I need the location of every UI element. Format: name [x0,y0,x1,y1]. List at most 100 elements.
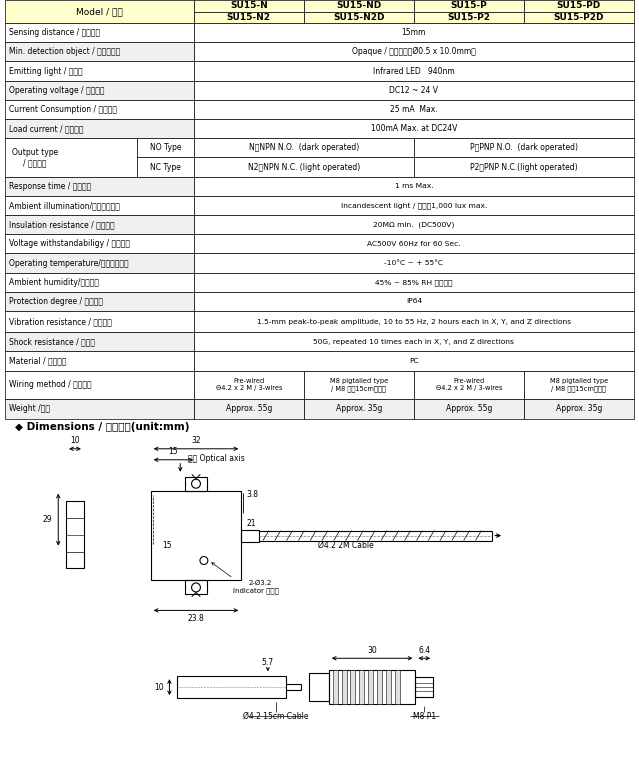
Text: 25 mA  Max.: 25 mA Max. [390,105,438,114]
Bar [524,399,634,419]
Bar [194,292,634,311]
Text: 2-Ø3.2: 2-Ø3.2 [248,580,272,585]
Text: Operating temperature/工作溫度範圍: Operating temperature/工作溫度範圍 [9,259,128,267]
Text: Operating voltage / 工作電壓: Operating voltage / 工作電壓 [9,86,104,94]
Bar [395,670,400,704]
Bar [5,273,194,292]
Bar [5,399,194,419]
Text: 23.8: 23.8 [188,614,204,623]
Bar [5,311,194,332]
Bar [304,12,414,23]
Text: 光軸 Optical axis: 光軸 Optical axis [188,454,245,463]
Text: 3.8: 3.8 [246,490,258,499]
Text: 10: 10 [70,436,80,445]
Text: P2：PNP N.C.(light operated): P2：PNP N.C.(light operated) [470,163,578,171]
Bar [351,670,355,704]
Bar [194,370,304,399]
Bar [66,501,84,568]
Text: DC12 ~ 24 V: DC12 ~ 24 V [389,86,438,94]
Text: PC: PC [409,358,419,364]
Text: Insulation resistance / 雔離阻抗: Insulation resistance / 雔離阻抗 [9,220,114,229]
Bar [333,670,337,704]
Text: NC Type: NC Type [150,163,181,171]
Bar [151,491,242,581]
Bar [304,399,414,419]
Bar [194,311,634,332]
Text: Protection degree / 防水等級: Protection degree / 防水等級 [9,297,103,306]
Bar [342,670,346,704]
Text: SU15-ND: SU15-ND [336,2,381,10]
Text: Incandescent light / 白光：1,000 lux max.: Incandescent light / 白光：1,000 lux max. [341,202,487,209]
Text: SU15-N2: SU15-N2 [227,13,271,22]
Bar [137,157,194,177]
Text: N：NPN N.O.  (dark operated): N：NPN N.O. (dark operated) [249,144,359,152]
Text: 32: 32 [191,436,201,445]
Bar [5,215,194,234]
Text: M8 pigtailed type
/ M8 接頭15cm電線式: M8 pigtailed type / M8 接頭15cm電線式 [330,378,388,392]
Text: SU15-N: SU15-N [230,2,268,10]
Bar [415,677,433,697]
Text: Pre-wired
Θ4.2 x 2 M / 3-wires: Pre-wired Θ4.2 x 2 M / 3-wires [215,379,282,392]
Text: Wiring method / 出線方式: Wiring method / 出線方式 [9,380,91,389]
Text: 30: 30 [367,646,377,655]
Bar [194,138,414,157]
Text: Vibration resistance / 考震頻率: Vibration resistance / 考震頻率 [9,317,112,326]
Text: ◆ Dimensions / 尺寸圖：(unit:mm): ◆ Dimensions / 尺寸圖：(unit:mm) [15,422,189,432]
Text: Voltage withstandabiligy / 絕縣耆壓: Voltage withstandabiligy / 絕縣耆壓 [9,240,130,248]
Text: Ø4.2 15cm Cable: Ø4.2 15cm Cable [243,712,309,720]
Text: SU15-N2D: SU15-N2D [333,13,385,22]
Bar [194,42,634,61]
Bar [185,477,207,491]
Text: SU15-P2: SU15-P2 [447,13,490,22]
Bar [304,0,414,12]
Bar [194,234,634,253]
Text: SU15-P2D: SU15-P2D [553,13,604,22]
Text: Opaque / 非透明體（Ø0.5 x 10.0mm）: Opaque / 非透明體（Ø0.5 x 10.0mm） [352,48,476,56]
Text: 6.4: 6.4 [419,646,430,655]
Bar [194,273,634,292]
Text: 1 ms Max.: 1 ms Max. [394,184,433,189]
Text: 50G, repeated 10 times each in X, Y, and Z directions: 50G, repeated 10 times each in X, Y, and… [313,339,514,345]
Bar [368,670,373,704]
Text: Load current / 負載電流: Load current / 負載電流 [9,124,83,133]
Text: Ambient illumination/使用環境光源: Ambient illumination/使用環境光源 [9,201,119,210]
Bar [5,100,194,119]
Text: Approx. 35g: Approx. 35g [335,405,382,413]
Bar [185,581,207,594]
Bar [194,0,304,12]
Bar [137,138,194,157]
Bar [5,81,194,100]
Text: 15mm: 15mm [402,28,426,37]
Bar [414,370,524,399]
Bar [194,351,634,370]
Text: -10°C ~ + 55°C: -10°C ~ + 55°C [384,260,443,266]
Text: P：PNP N.O.  (dark operated): P：PNP N.O. (dark operated) [470,144,578,152]
Bar [194,61,634,81]
Text: Response time / 反應時間: Response time / 反應時間 [9,182,91,190]
Bar [194,177,634,196]
Bar [194,253,634,273]
Bar [5,370,194,399]
Bar [194,12,304,23]
Text: 29: 29 [43,515,52,524]
Bar [5,253,194,273]
Text: Weight /重量: Weight /重量 [9,405,50,413]
Text: Approx. 55g: Approx. 55g [226,405,272,413]
Text: Pre-wired
Θ4.2 x 2 M / 3-wires: Pre-wired Θ4.2 x 2 M / 3-wires [436,379,502,392]
Text: 45% ~ 85% RH 相對濕度: 45% ~ 85% RH 相對濕度 [375,279,452,286]
Text: NO Type: NO Type [150,144,181,152]
Bar [524,370,634,399]
Text: Current Consumption / 消耗電流: Current Consumption / 消耗電流 [9,105,117,114]
Text: Indicator 指示燈: Indicator 指示燈 [233,588,279,594]
Text: Infrared LED   940nm: Infrared LED 940nm [373,67,455,75]
Bar [414,157,634,177]
Text: Model / 型號: Model / 型號 [76,7,123,16]
Text: N2：NPN N.C. (light operated): N2：NPN N.C. (light operated) [248,163,360,171]
Bar [5,0,194,23]
Text: Approx. 35g: Approx. 35g [556,405,602,413]
Bar [414,12,524,23]
Text: Output type
/ 輸出模式: Output type / 輸出模式 [12,147,58,167]
Bar [194,399,304,419]
Bar [524,0,634,12]
Text: IP64: IP64 [406,299,422,304]
